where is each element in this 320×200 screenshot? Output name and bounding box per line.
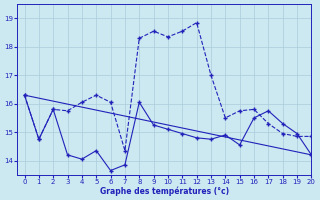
X-axis label: Graphe des températures (°c): Graphe des températures (°c) — [100, 186, 229, 196]
